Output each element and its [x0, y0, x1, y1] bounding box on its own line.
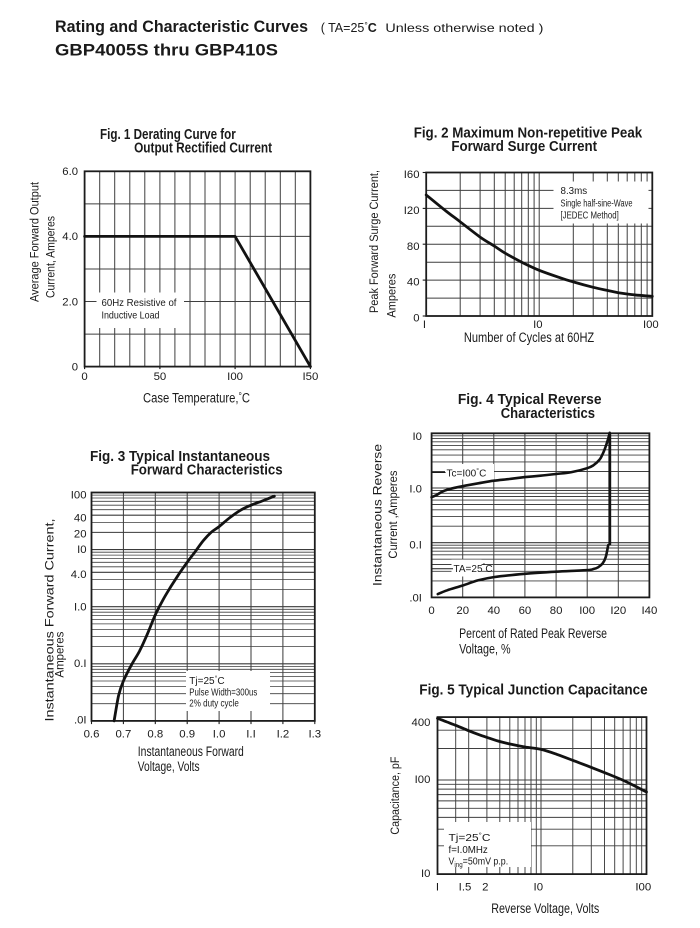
- svg-text:80: 80: [407, 241, 420, 253]
- svg-text:I.0: I.0: [409, 484, 422, 496]
- svg-text:GBP4005S thru GBP410S: GBP4005S thru GBP410S: [55, 42, 278, 60]
- svg-text:Forward Surge Current: Forward Surge Current: [451, 139, 597, 155]
- svg-text:Instantaneous Forward Current,: Instantaneous Forward Current,: [43, 519, 57, 722]
- svg-text:4.0: 4.0: [62, 231, 78, 243]
- svg-text:0.9: 0.9: [179, 728, 195, 740]
- svg-text:I0: I0: [421, 868, 430, 880]
- svg-text:2.0: 2.0: [62, 296, 78, 308]
- svg-text:Voltage, Volts: Voltage, Volts: [138, 759, 200, 774]
- svg-text:0: 0: [72, 361, 78, 373]
- svg-text:I40: I40: [641, 605, 657, 617]
- svg-text:( TA=25°C: ( TA=25°C: [321, 20, 377, 35]
- svg-text:60Hz Resistive of: 60Hz Resistive of: [102, 298, 177, 309]
- svg-text:I00: I00: [635, 881, 651, 893]
- svg-text:0.8: 0.8: [147, 728, 163, 740]
- svg-text:50: 50: [154, 371, 167, 383]
- svg-text:I.I: I.I: [246, 728, 256, 740]
- svg-text:I.0: I.0: [213, 728, 226, 740]
- svg-text:0: 0: [428, 605, 434, 617]
- svg-text:Single half-sine-Wave: Single half-sine-Wave: [561, 198, 633, 209]
- svg-text:60: 60: [519, 605, 532, 617]
- svg-text:40: 40: [74, 512, 87, 524]
- svg-text:Characteristics: Characteristics: [501, 406, 595, 422]
- svg-text:f=I.0MHz: f=I.0MHz: [449, 845, 488, 856]
- svg-text:I.2: I.2: [277, 728, 290, 740]
- svg-text:2: 2: [482, 881, 488, 893]
- svg-text:Output Rectified Current: Output Rectified Current: [134, 140, 272, 156]
- svg-text:I.5: I.5: [459, 881, 472, 893]
- svg-text:Current, Amperes: Current, Amperes: [44, 216, 58, 298]
- svg-text:0.I: 0.I: [409, 539, 422, 551]
- svg-text:20: 20: [74, 529, 87, 541]
- svg-text:I00: I00: [227, 371, 243, 383]
- svg-text:Rating and Characteristic Curv: Rating and Characteristic Curves: [55, 18, 308, 36]
- svg-text:Fig. 2 Maximum Non-repetitive: Fig. 2 Maximum Non-repetitive Peak: [414, 126, 643, 142]
- svg-text:8.3ms: 8.3ms: [561, 186, 588, 197]
- svg-text:I20: I20: [610, 605, 626, 617]
- svg-text:I.3: I.3: [308, 728, 321, 740]
- svg-text:.0I: .0I: [74, 715, 87, 727]
- svg-text:Instantaneous Forward: Instantaneous Forward: [138, 744, 244, 759]
- svg-text:I.0: I.0: [74, 602, 87, 614]
- svg-text:Tj=25°C: Tj=25°C: [449, 832, 491, 845]
- svg-text:.0I: .0I: [409, 592, 422, 604]
- svg-text:Number of Cycles at 60HZ: Number of Cycles at 60HZ: [464, 330, 594, 345]
- svg-text:Reverse Voltage, Volts: Reverse Voltage, Volts: [491, 901, 599, 916]
- svg-text:I0: I0: [533, 319, 542, 331]
- svg-text:I60: I60: [404, 169, 420, 181]
- svg-text:0.7: 0.7: [115, 728, 131, 740]
- svg-text:Inductive Load: Inductive Load: [102, 311, 160, 322]
- svg-text:Fig. 5 Typical Junction Capaci: Fig. 5 Typical Junction Capacitance: [419, 683, 647, 699]
- svg-text:I00: I00: [71, 489, 87, 501]
- svg-text:Fig. 1 Derating Curve for: Fig. 1 Derating Curve for: [100, 127, 236, 143]
- svg-text:Case Temperature,°C: Case Temperature,°C: [143, 391, 250, 406]
- svg-text:Capacitance, pF: Capacitance, pF: [388, 757, 402, 835]
- svg-text:I20: I20: [404, 205, 420, 217]
- svg-text:I00: I00: [643, 319, 659, 331]
- svg-text:80: 80: [550, 605, 563, 617]
- svg-text:6.0: 6.0: [62, 166, 78, 178]
- svg-text:0: 0: [413, 313, 419, 325]
- svg-text:0.6: 0.6: [84, 728, 100, 740]
- svg-text:Voltage, %: Voltage, %: [459, 642, 511, 657]
- svg-text:I00: I00: [415, 774, 431, 786]
- svg-text:Peak Forward Surge Current,: Peak Forward Surge Current,: [367, 170, 381, 313]
- svg-text:400: 400: [412, 717, 431, 729]
- svg-text:40: 40: [487, 605, 500, 617]
- svg-text:Forward Characteristics: Forward Characteristics: [131, 463, 283, 479]
- svg-text:I0: I0: [534, 881, 544, 893]
- svg-text:20: 20: [456, 605, 469, 617]
- svg-text:I: I: [436, 881, 439, 893]
- svg-text:[JEDEC Method]: [JEDEC Method]: [561, 211, 620, 222]
- svg-text:Ving=50mV p.p.: Ving=50mV p.p.: [449, 857, 509, 870]
- svg-text:4.0: 4.0: [71, 569, 87, 581]
- svg-text:TA=25°C: TA=25°C: [454, 562, 493, 575]
- svg-text:Pulse Width=300us: Pulse Width=300us: [189, 688, 257, 699]
- svg-text:I50: I50: [302, 371, 318, 383]
- svg-text:Amperes: Amperes: [385, 274, 399, 318]
- svg-text:Average Forward Output: Average Forward Output: [28, 181, 42, 302]
- svg-text:40: 40: [407, 277, 420, 289]
- svg-text:I0: I0: [77, 544, 86, 556]
- svg-text:Fig. 4 Typical Reverse: Fig. 4 Typical Reverse: [458, 392, 602, 408]
- svg-text:0.I: 0.I: [74, 658, 87, 670]
- svg-text:Unless otherwise noted ): Unless otherwise noted ): [385, 21, 543, 35]
- svg-text:Tj=25°C: Tj=25°C: [189, 675, 224, 688]
- svg-text:0: 0: [81, 371, 87, 383]
- svg-text:I00: I00: [579, 605, 595, 617]
- svg-text:Percent of Rated Peak Reverse: Percent of Rated Peak Reverse: [459, 626, 607, 641]
- svg-text:I: I: [423, 319, 426, 331]
- svg-text:Tc=I00°C: Tc=I00°C: [447, 467, 487, 480]
- svg-text:Instantaneous Reverse: Instantaneous Reverse: [371, 444, 385, 586]
- svg-text:Fig. 3 Typical Instantaneous: Fig. 3 Typical Instantaneous: [90, 449, 270, 465]
- svg-text:2% duty cycle: 2% duty cycle: [189, 699, 239, 710]
- svg-text:I0: I0: [412, 431, 421, 443]
- svg-text:Amperes: Amperes: [53, 632, 67, 678]
- svg-text:Current ,Amperes: Current ,Amperes: [386, 471, 400, 559]
